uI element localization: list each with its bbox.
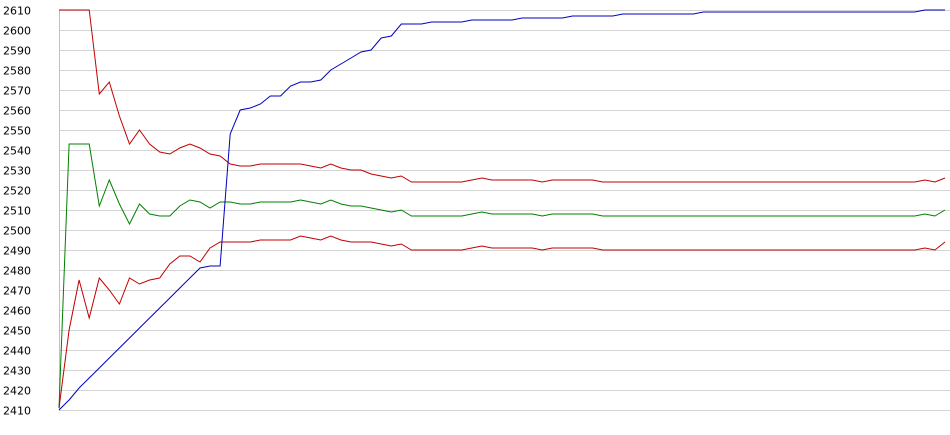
y-tick-label: 2600 xyxy=(3,25,31,38)
series-line-3 xyxy=(58,235,946,409)
grid-lines xyxy=(59,10,950,411)
y-tick-label: 2590 xyxy=(3,45,31,58)
series-line-4 xyxy=(58,9,945,411)
y-axis-tick-labels: 2410 2420 2430 2440 2450 2460 2470 2480 2490 2500… xyxy=(3,5,31,418)
series-line-2 xyxy=(58,143,946,409)
y-tick-label: 2560 xyxy=(3,105,31,118)
y-tick-label: 2470 xyxy=(3,285,31,298)
y-tick-label: 2570 xyxy=(3,85,31,98)
series-line-1 xyxy=(59,9,946,183)
y-tick-label: 2410 xyxy=(3,405,31,418)
y-tick-label: 2550 xyxy=(3,125,31,138)
y-tick-label: 2520 xyxy=(3,185,31,198)
y-tick-label: 2490 xyxy=(3,245,31,258)
y-tick-label: 2440 xyxy=(3,345,31,358)
y-tick-label: 2530 xyxy=(3,165,31,178)
y-tick-label: 2610 xyxy=(3,5,31,18)
y-tick-label: 2500 xyxy=(3,225,31,238)
y-tick-label: 2480 xyxy=(3,265,31,278)
y-tick-label: 2430 xyxy=(3,365,31,378)
y-tick-label: 2420 xyxy=(3,385,31,398)
y-tick-label: 2510 xyxy=(3,205,31,218)
y-tick-label: 2450 xyxy=(3,325,31,338)
y-tick-label: 2540 xyxy=(3,145,31,158)
series-lines xyxy=(58,9,946,411)
y-tick-label: 2460 xyxy=(3,305,31,318)
y-tick-label: 2580 xyxy=(3,65,31,78)
